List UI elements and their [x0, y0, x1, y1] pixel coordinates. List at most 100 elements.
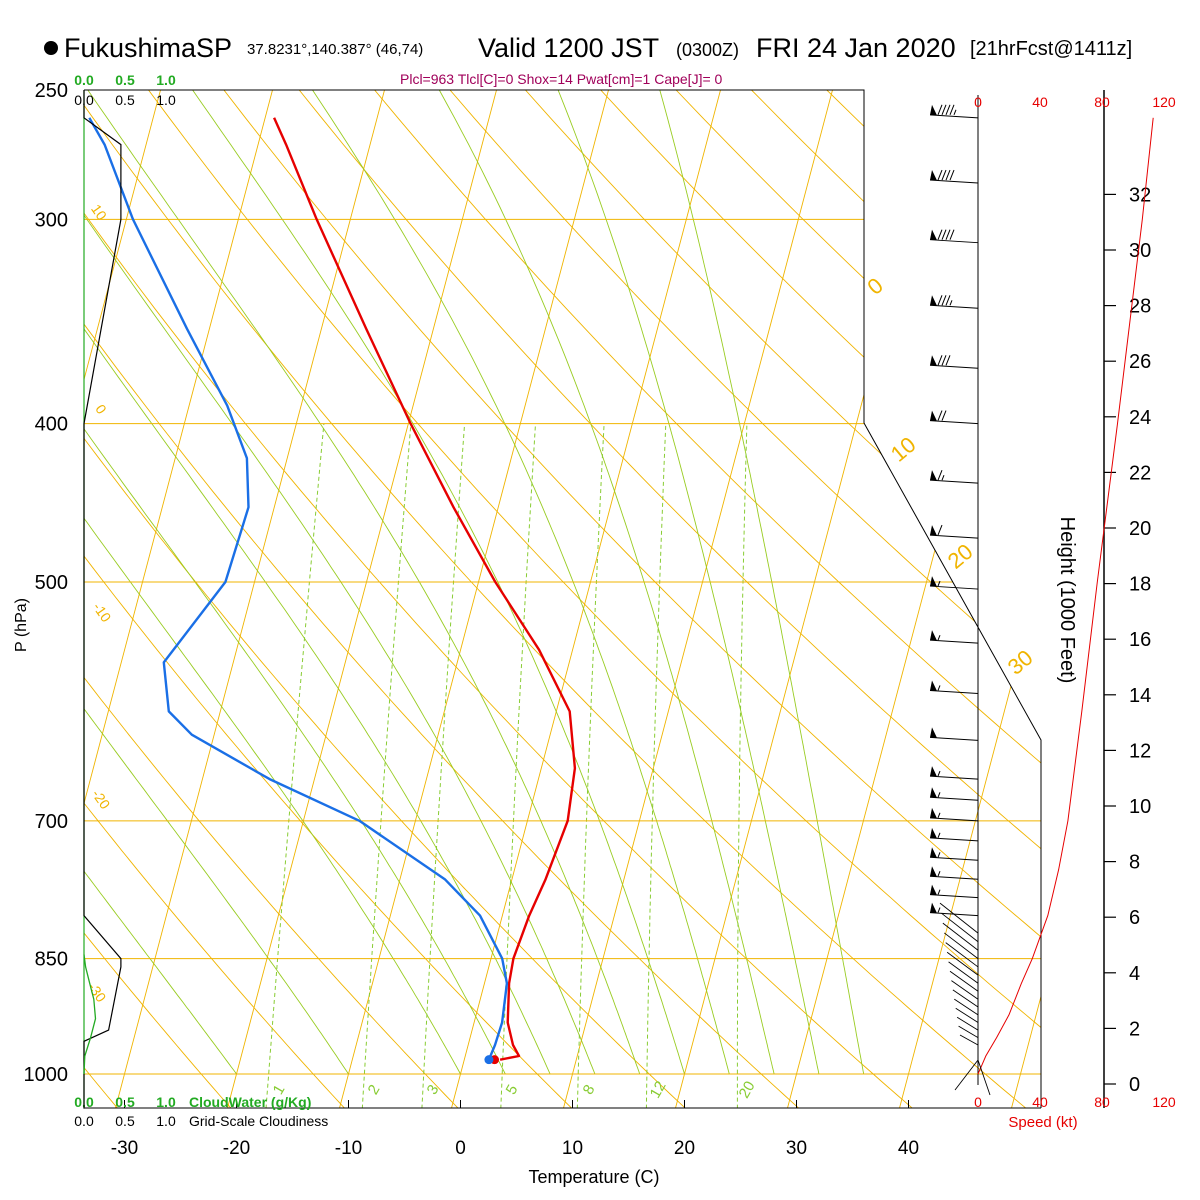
dewpoint-surface-point: [484, 1055, 494, 1065]
moist-adiabat-line: [312, 90, 730, 1075]
cloud-water-bottom-tick: 0.5: [115, 1094, 135, 1110]
wind-barb-pennant: [930, 827, 937, 839]
forecast-info: [21hrFcst@1411z]: [970, 38, 1133, 60]
speed-bottom-tick: 0: [974, 1094, 982, 1110]
wind-barb-pennant: [930, 470, 937, 481]
mixing-ratio-line: [736, 423, 748, 1108]
wind-barb-half-flag: [937, 832, 941, 839]
height-tick-label: 12: [1129, 740, 1151, 762]
wind-barb-pennant: [930, 630, 937, 641]
height-tick-label: 2: [1129, 1018, 1140, 1040]
wind-barb-half-flag: [937, 685, 941, 691]
temperature-axis-label: Temperature (C): [528, 1167, 659, 1187]
wind-barb: [929, 410, 979, 425]
cloudiness-bottom-tick: 0.0: [74, 1113, 94, 1129]
wind-barb-flag: [941, 295, 947, 306]
dry-adiabat-label: 10: [88, 201, 110, 223]
height-tick-label: 20: [1129, 518, 1151, 540]
moist-adiabat-line: [84, 90, 506, 1075]
wind-barb-pennant: [930, 525, 937, 536]
mixing-ratio-label: 2: [365, 1082, 384, 1098]
moist-adiabat-label: 10: [886, 432, 921, 467]
moist-adiabat-line: [84, 90, 349, 1075]
wind-barb-staff: [929, 837, 979, 842]
wind-barb-flag: [937, 229, 943, 240]
wind-barb-flag: [937, 469, 943, 481]
low-level-wind-barb: [955, 1007, 979, 1023]
wind-barb: [929, 884, 979, 899]
station-dot-icon: [44, 41, 58, 55]
wind-barb-flag: [937, 524, 943, 536]
temperature-tick-label: 40: [898, 1138, 919, 1159]
wind-barb-half-flag: [937, 871, 941, 877]
dry-adiabat-line: [424, 90, 1041, 1108]
cloudiness-bottom-tick: 1.0: [156, 1113, 176, 1129]
isotherm-line: [226, 90, 497, 1108]
moist-adiabat-label: 0: [862, 273, 887, 300]
moist-adiabat-line: [659, 90, 865, 1075]
temperature-tick-label: 30: [786, 1138, 807, 1159]
height-tick-label: 26: [1129, 351, 1151, 373]
wind-barb-staff: [929, 775, 979, 780]
temperature-tick-label: -20: [223, 1138, 250, 1159]
low-level-wind-barb: [952, 989, 979, 1008]
moist-adiabat-line: [87, 90, 641, 1075]
wind-barb-pennant: [930, 104, 937, 116]
mixing-ratio-label: 20: [736, 1078, 759, 1101]
wind-barb: [929, 169, 979, 184]
dry-adiabat-line: [126, 90, 1041, 1108]
forecast-date: FRI 24 Jan 2020: [756, 33, 956, 63]
wind-barb: [929, 469, 979, 484]
station-name: FukushimaSP: [64, 33, 233, 63]
low-level-wind-barb: [958, 1025, 979, 1038]
wind-barb-staff: [929, 796, 979, 801]
pressure-tick-label: 700: [35, 811, 68, 833]
low-level-wind-barb: [956, 1016, 979, 1031]
wind-barb-staff: [929, 585, 979, 590]
dry-adiabat-label: 0: [92, 401, 110, 417]
wind-barb-flag: [937, 355, 943, 366]
wind-barb-pennant: [930, 229, 937, 241]
height-tick-label: 6: [1129, 907, 1140, 929]
temperature-tick-label: -10: [335, 1138, 362, 1159]
cloudiness-bottom-tick: 0.5: [115, 1113, 135, 1129]
cloud-water-top-tick: 1.0: [156, 72, 176, 88]
dry-adiabat-line: [1020, 90, 1041, 1108]
dry-adiabat-line: [275, 90, 1041, 1108]
wind-barb-pennant: [930, 727, 937, 738]
wind-barb-half-flag: [937, 812, 941, 819]
height-tick-label: 8: [1129, 852, 1140, 874]
low-level-wind-barb: [959, 1034, 979, 1046]
speed-top-tick: 0: [974, 94, 982, 110]
dewpoint-line: [88, 117, 509, 1061]
dry-adiabat-label: -30: [85, 979, 110, 1005]
speed-bottom-tick: 120: [1152, 1094, 1176, 1110]
wind-barb-staff: [929, 689, 979, 694]
temperature-tick-label: 20: [674, 1138, 695, 1159]
wind-barb-flag: [941, 355, 947, 366]
wind-barb: [929, 229, 979, 244]
wind-barb-pennant: [930, 576, 937, 587]
valid-time: Valid 1200 JST: [478, 33, 660, 63]
wind-barb-staff: [929, 856, 979, 861]
height-tick-label: 32: [1129, 184, 1151, 206]
wind-barb-staff: [929, 364, 979, 369]
temperature-tick-label: 0: [455, 1138, 466, 1159]
utc-time: (0300Z): [676, 40, 740, 60]
wind-barb-half-flag: [949, 300, 953, 306]
mixing-ratio-line: [500, 423, 536, 1108]
pressure-tick-label: 300: [35, 209, 68, 231]
station-coords: 37.8231°,140.387° (46,74): [247, 41, 424, 58]
wind-barb-flag: [949, 169, 955, 181]
wind-barb-half-flag: [937, 580, 941, 587]
pressure-tick-label: 1000: [24, 1064, 69, 1086]
isotherm-line: [562, 90, 833, 1108]
height-tick-label: 22: [1129, 462, 1151, 484]
wind-barb-flag: [945, 295, 951, 306]
plot-frame: [84, 89, 1042, 1108]
temperature-line: [273, 117, 577, 1061]
wind-barb: [929, 630, 979, 644]
wind-barb-pennant: [930, 787, 937, 798]
isotherm-line: [84, 90, 273, 1108]
wind-barb-staff: [929, 534, 979, 539]
